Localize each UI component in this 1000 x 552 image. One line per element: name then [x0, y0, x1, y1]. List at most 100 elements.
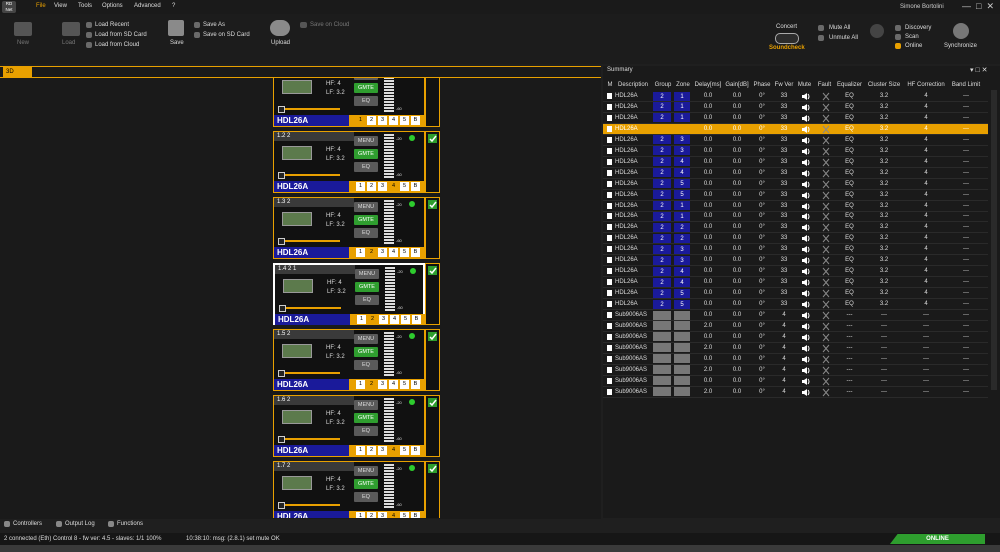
- save-icon[interactable]: [168, 20, 184, 36]
- zone-button[interactable]: 2: [367, 116, 376, 125]
- device-card[interactable]: 1.6 2 HF: 4 LF: 3.2 MENU GMTE EQ -20 -60 HDL26A 1…: [273, 395, 425, 457]
- row-checkbox[interactable]: [607, 322, 612, 329]
- mute-icon[interactable]: [801, 234, 811, 243]
- card-button[interactable]: EQ: [354, 228, 378, 238]
- fault-icon[interactable]: [821, 245, 831, 254]
- enabled-check[interactable]: [428, 134, 437, 143]
- table-row[interactable]: [603, 211, 988, 223]
- tab-label[interactable]: 3D: [6, 69, 14, 75]
- slider-track[interactable]: [280, 108, 340, 110]
- zone-button[interactable]: 5: [400, 116, 409, 125]
- zone-button[interactable]: 5: [400, 380, 409, 389]
- mode-toggle[interactable]: [775, 33, 799, 44]
- table-row[interactable]: [603, 91, 988, 102]
- fault-icon[interactable]: [821, 223, 831, 232]
- card-button[interactable]: GMTE: [355, 282, 379, 292]
- enabled-check[interactable]: [428, 332, 437, 341]
- window-controls[interactable]: — □ ✕: [962, 1, 994, 11]
- zone-button[interactable]: 3: [378, 446, 387, 455]
- fault-icon[interactable]: [821, 344, 831, 353]
- upload-icon[interactable]: [270, 20, 290, 36]
- fault-icon[interactable]: [821, 278, 831, 287]
- zone-button[interactable]: 2: [367, 182, 376, 191]
- table-row[interactable]: [603, 299, 988, 311]
- zone-button[interactable]: 1: [356, 380, 365, 389]
- zone-button[interactable]: 4: [389, 446, 398, 455]
- column-header[interactable]: M: [607, 82, 613, 88]
- save-sd[interactable]: Save on SD Card: [203, 32, 250, 38]
- card-button[interactable]: MENU: [354, 400, 378, 410]
- mute-icon[interactable]: [801, 366, 811, 375]
- card-button[interactable]: GMTE: [354, 479, 378, 489]
- table-row[interactable]: [603, 168, 988, 179]
- mute-icon[interactable]: [801, 267, 811, 276]
- slider-knob[interactable]: [278, 238, 285, 245]
- zone-button[interactable]: 4: [389, 380, 398, 389]
- row-checkbox[interactable]: [607, 114, 612, 121]
- mute-icon[interactable]: [801, 212, 811, 221]
- zone-button[interactable]: B: [411, 446, 420, 455]
- new-icon[interactable]: [14, 22, 32, 36]
- row-checkbox[interactable]: [607, 158, 612, 165]
- device-card[interactable]: 1.7 2 HF: 4 LF: 3.2 MENU GMTE EQ -20 -60 HDL26A 1…: [273, 461, 425, 518]
- online[interactable]: Online: [905, 43, 923, 49]
- fault-icon[interactable]: [821, 300, 831, 309]
- device-card[interactable]: 1.2 2 HF: 4 LF: 3.2 MENU GMTE EQ -20 -60 HDL26A 1…: [273, 131, 425, 193]
- table-row[interactable]: [603, 179, 988, 190]
- fault-icon[interactable]: [821, 169, 831, 178]
- fault-icon[interactable]: [821, 125, 831, 134]
- row-checkbox[interactable]: [607, 169, 612, 176]
- column-header[interactable]: Description: [617, 82, 648, 88]
- zone-button[interactable]: 2: [367, 446, 376, 455]
- zone-button[interactable]: 1: [356, 512, 365, 518]
- discovery[interactable]: Discovery: [905, 25, 932, 31]
- mute-icon[interactable]: [801, 245, 811, 254]
- row-checkbox[interactable]: [607, 202, 612, 209]
- table-row[interactable]: [603, 376, 988, 387]
- save-cloud[interactable]: Save on Cloud: [310, 22, 350, 28]
- column-header[interactable]: Delay[ms]: [694, 82, 722, 88]
- table-row[interactable]: [603, 277, 988, 289]
- scrollbar[interactable]: [991, 90, 997, 390]
- slider-track[interactable]: [280, 438, 340, 440]
- card-button[interactable]: MENU: [354, 136, 378, 146]
- slider-knob[interactable]: [278, 436, 285, 443]
- mute-icon[interactable]: [801, 278, 811, 287]
- enabled-check[interactable]: [428, 200, 437, 209]
- zone-button[interactable]: 5: [400, 512, 409, 518]
- zone-button[interactable]: 2: [368, 315, 377, 324]
- zone-button[interactable]: 3: [379, 315, 388, 324]
- bottom-tab[interactable]: Functions: [117, 521, 144, 527]
- table-row[interactable]: [603, 201, 988, 212]
- zone-button[interactable]: 5: [400, 248, 409, 257]
- fault-icon[interactable]: [821, 234, 831, 243]
- mute-icon[interactable]: [801, 377, 811, 386]
- fault-icon[interactable]: [821, 92, 831, 101]
- load-cloud[interactable]: Load from Cloud: [95, 42, 140, 48]
- slider-knob[interactable]: [278, 106, 285, 113]
- zone-button[interactable]: B: [411, 512, 420, 518]
- row-checkbox[interactable]: [607, 257, 612, 264]
- column-header[interactable]: Gain[dB]: [725, 82, 749, 88]
- fault-icon[interactable]: [821, 311, 831, 320]
- table-row[interactable]: [603, 310, 988, 321]
- mute-icon[interactable]: [801, 92, 811, 101]
- row-checkbox[interactable]: [607, 213, 612, 220]
- row-checkbox[interactable]: [607, 279, 612, 286]
- mute-icon[interactable]: [801, 256, 811, 265]
- zone-button[interactable]: 5: [400, 182, 409, 191]
- device-card[interactable]: 1.5 2 HF: 4 LF: 3.2 MENU GMTE EQ -20 -60 HDL26A 1…: [273, 329, 425, 391]
- synchronize[interactable]: Synchronize: [944, 43, 978, 49]
- slider-knob[interactable]: [279, 305, 286, 312]
- menu-item[interactable]: Advanced: [134, 3, 161, 9]
- menu-item[interactable]: View: [54, 3, 67, 9]
- scan[interactable]: Scan: [905, 34, 919, 40]
- fault-icon[interactable]: [821, 114, 831, 123]
- table-row[interactable]: [603, 332, 988, 343]
- device-card[interactable]: 1.1 2HF: 4LF: 3.2MENUGMTEEQ-20-60HDL26A1…: [273, 78, 425, 127]
- row-checkbox[interactable]: [607, 103, 612, 110]
- enabled-check[interactable]: [428, 464, 437, 473]
- card-button[interactable]: GMTE: [354, 149, 378, 159]
- zone-button[interactable]: B: [411, 380, 420, 389]
- mute-icon[interactable]: [801, 158, 811, 167]
